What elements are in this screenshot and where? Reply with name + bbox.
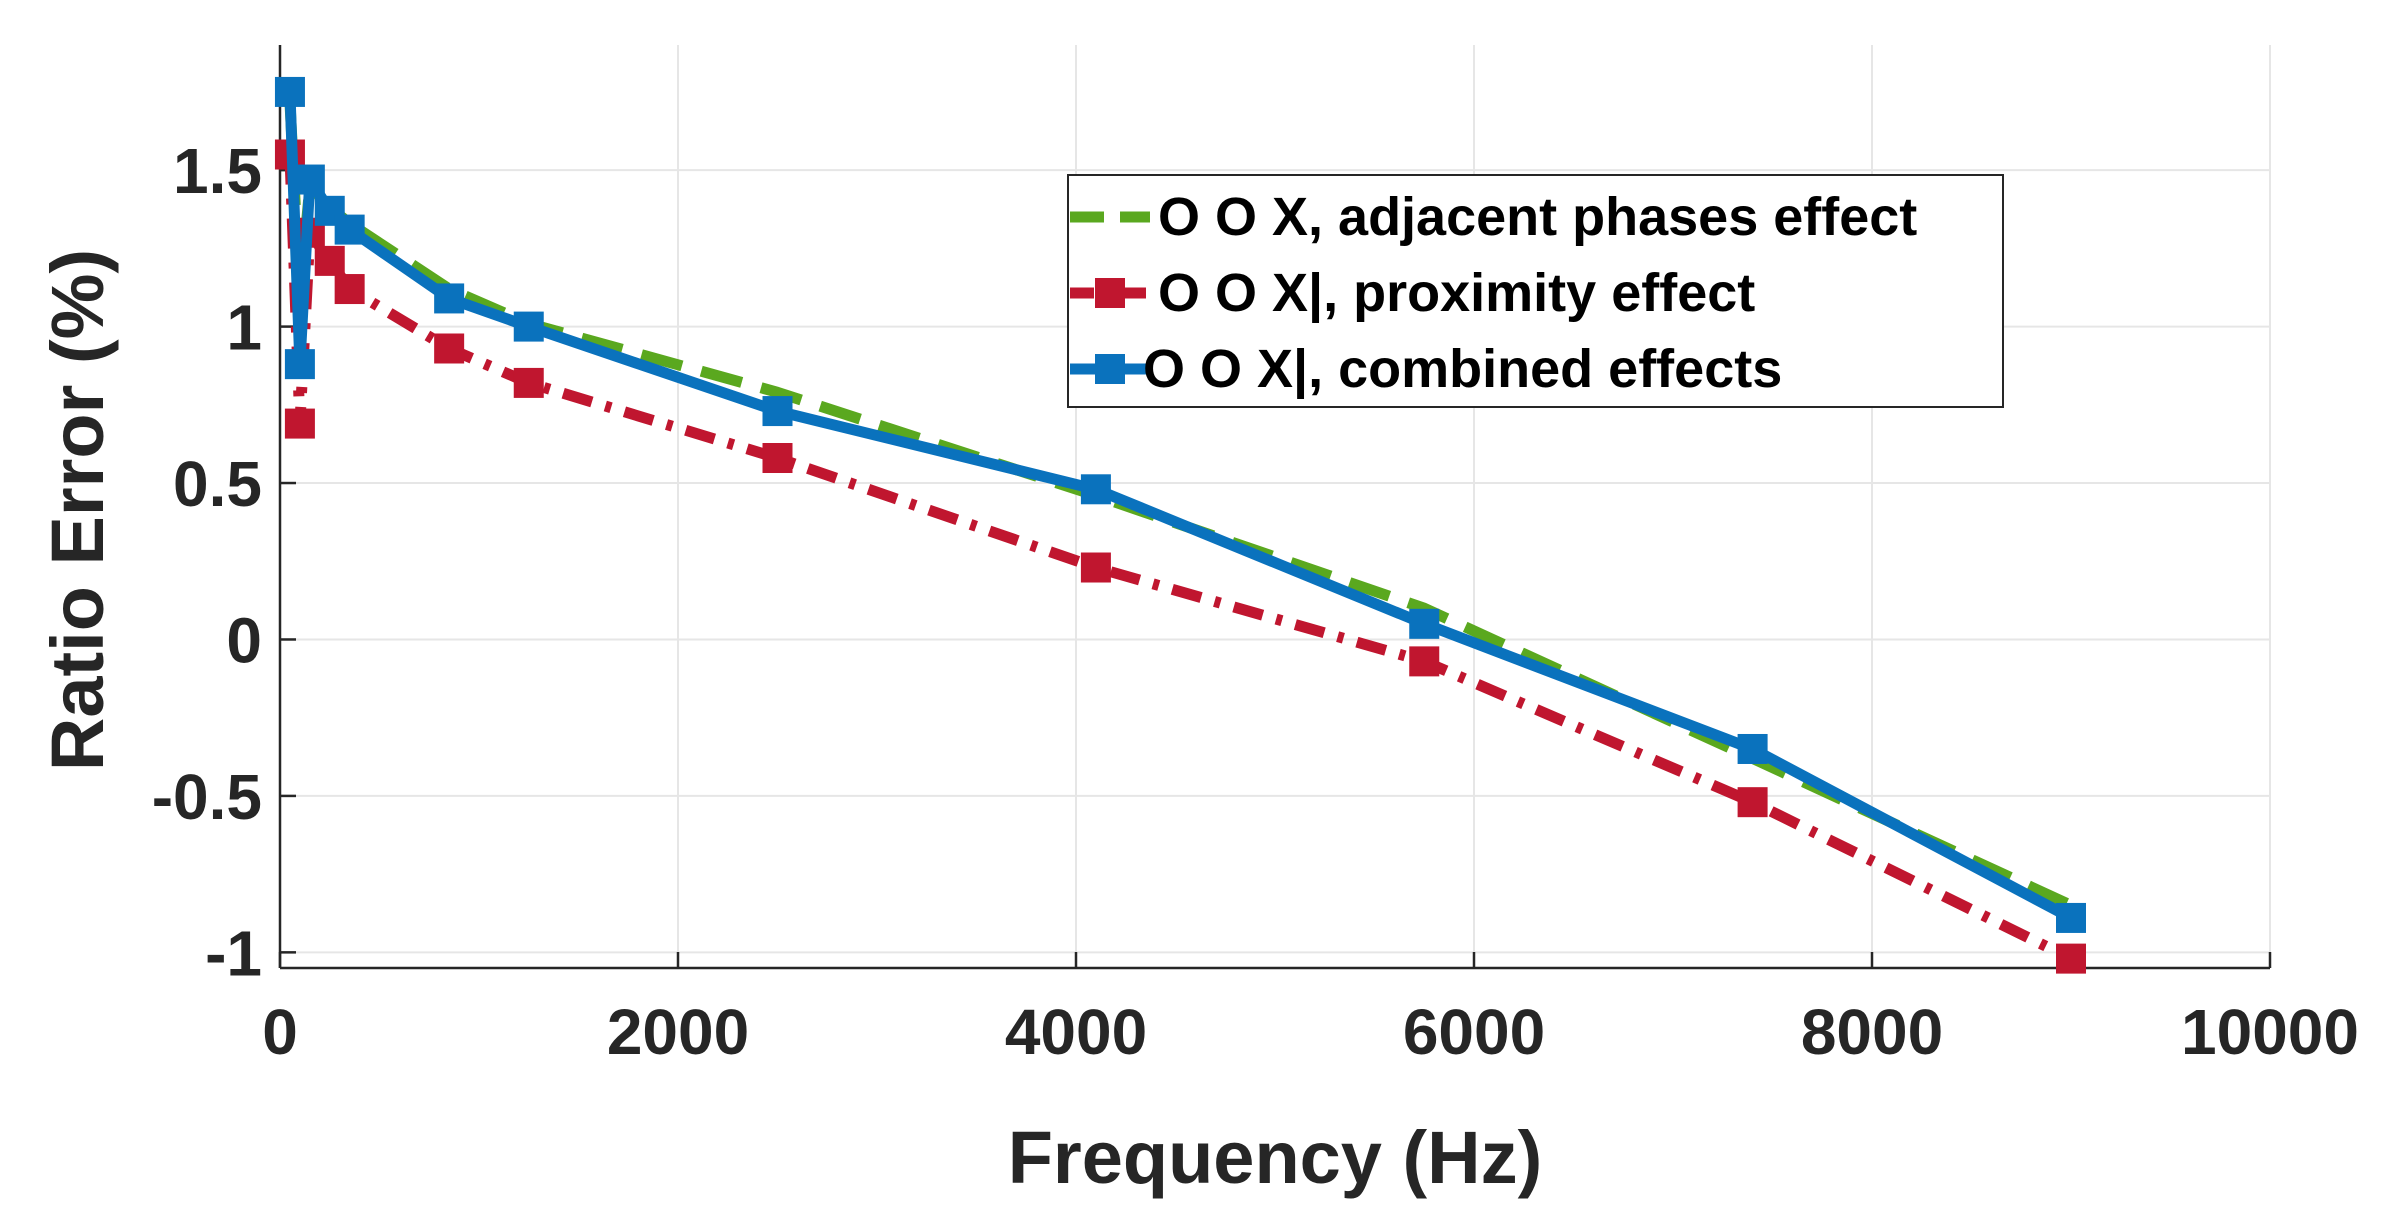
x-tick-label-4000: 4000 bbox=[1005, 996, 1147, 1068]
grid bbox=[279, 45, 2271, 968]
legend-label-proximity: O O X|, proximity effect bbox=[1158, 263, 1755, 324]
data-point-proximity-6 bbox=[513, 367, 544, 398]
data-point-combined-1 bbox=[284, 349, 315, 380]
data-point-proximity-5 bbox=[434, 333, 465, 364]
legend-marker-combined bbox=[1095, 354, 1125, 384]
data-point-combined-7 bbox=[762, 396, 793, 427]
legend-label-combined: O O X|, combined effects bbox=[1143, 339, 1782, 400]
data-point-combined-11 bbox=[2056, 902, 2086, 933]
data-point-proximity-7 bbox=[762, 443, 793, 474]
x-tick-label-2000: 2000 bbox=[607, 996, 749, 1068]
x-tick-label-10000: 10000 bbox=[2181, 996, 2359, 1068]
axes bbox=[278, 45, 2270, 970]
series-layer bbox=[274, 76, 2086, 974]
data-point-combined-9 bbox=[1409, 608, 1440, 639]
y-tick-label-1-5: 1.5 bbox=[173, 135, 262, 207]
y-tick-label-0-5: -0.5 bbox=[152, 761, 262, 833]
data-point-proximity-3 bbox=[314, 245, 345, 276]
legend-label-adjacent-phases: O O X, adjacent phases effect bbox=[1158, 187, 1917, 247]
legend-box bbox=[1067, 174, 2004, 408]
x-axis-label: Frequency (Hz) bbox=[1008, 1116, 1543, 1199]
data-point-proximity-1 bbox=[284, 408, 315, 439]
legend: O O X, adjacent phases effect O O X|, pr… bbox=[1067, 174, 2004, 408]
series-combined bbox=[274, 76, 2086, 933]
data-point-proximity-10 bbox=[1737, 787, 1768, 818]
y-tick-label-0: 0 bbox=[226, 604, 262, 676]
x-tick-label-8000: 8000 bbox=[1801, 996, 1943, 1068]
axis-ticks: 0 2000 4000 6000 8000 10000 -1 -0.5 0 0.5 1 1.5 bbox=[152, 135, 2359, 1068]
data-point-combined-8 bbox=[1080, 474, 1111, 505]
data-point-proximity-9 bbox=[1409, 646, 1440, 677]
data-point-combined-10 bbox=[1737, 733, 1768, 764]
data-point-combined-2 bbox=[294, 164, 325, 195]
y-axis-label: Ratio Error (%) bbox=[36, 249, 119, 771]
data-point-combined-4 bbox=[334, 214, 365, 245]
data-point-proximity-8 bbox=[1080, 552, 1111, 583]
data-point-combined-0 bbox=[274, 76, 305, 107]
legend-marker-proximity bbox=[1095, 278, 1125, 308]
x-tick-label-0: 0 bbox=[262, 996, 298, 1068]
series-line-combined bbox=[284, 91, 2074, 923]
data-point-proximity-11 bbox=[2056, 943, 2086, 974]
data-point-combined-6 bbox=[513, 311, 544, 342]
y-tick-label-1: -1 bbox=[205, 917, 262, 989]
y-tick-label-0-5: 0.5 bbox=[173, 448, 262, 520]
data-point-combined-5 bbox=[434, 283, 465, 314]
x-tick-label-6000: 6000 bbox=[1403, 996, 1545, 1068]
data-point-proximity-4 bbox=[334, 274, 365, 305]
y-tick-label-1: 1 bbox=[226, 292, 262, 364]
